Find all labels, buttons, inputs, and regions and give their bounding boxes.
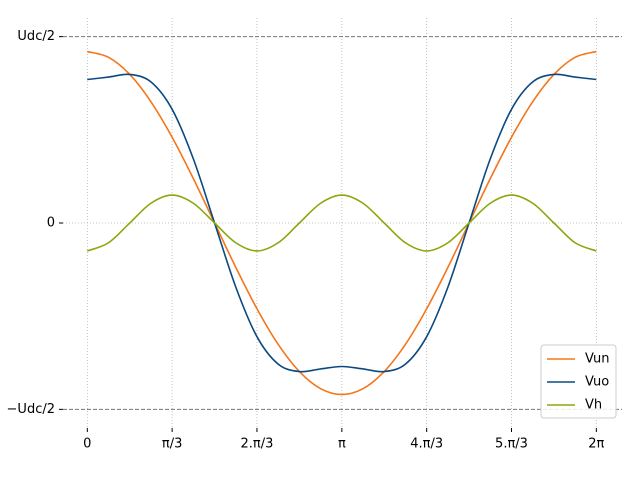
x-tick-label: 2.π/3 bbox=[241, 437, 274, 452]
legend-label: Vuo bbox=[585, 375, 609, 390]
series-line bbox=[87, 194, 597, 252]
legend-label: Vh bbox=[585, 398, 602, 413]
series-line bbox=[87, 50, 597, 396]
x-tick-label: π/3 bbox=[162, 437, 182, 452]
x-tick-label: 5.π/3 bbox=[495, 437, 528, 452]
legend-box bbox=[540, 344, 617, 419]
y-tick-label: −Udc/2 bbox=[7, 402, 55, 417]
series-line bbox=[87, 73, 597, 373]
x-tick-label: 2π bbox=[588, 437, 604, 452]
y-tick-label: 0 bbox=[47, 216, 55, 231]
x-tick-label: 4.π/3 bbox=[410, 437, 443, 452]
x-tick-label: π bbox=[338, 437, 346, 452]
x-tick-label: 0 bbox=[83, 437, 91, 452]
legend: Vun Vuo Vh bbox=[540, 344, 617, 419]
y-tick-label: Udc/2 bbox=[17, 29, 55, 44]
legend-label: Vun bbox=[585, 352, 610, 367]
